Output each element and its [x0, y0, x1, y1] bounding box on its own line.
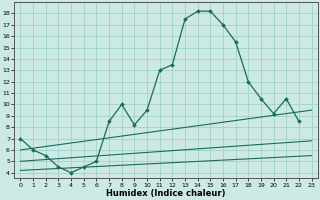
X-axis label: Humidex (Indice chaleur): Humidex (Indice chaleur): [106, 189, 226, 198]
